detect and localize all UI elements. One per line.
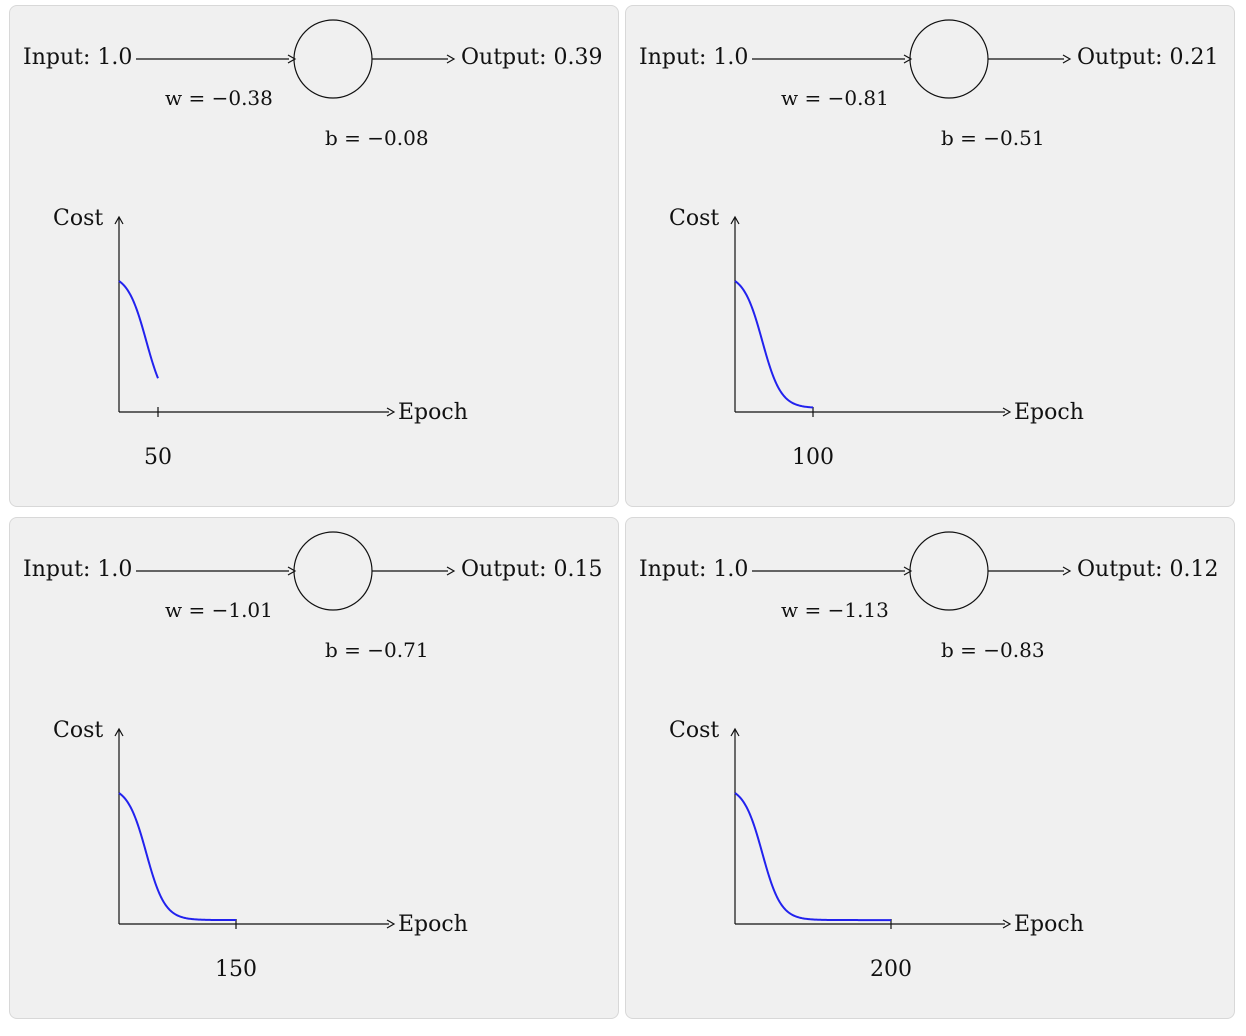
neuron-node: [293, 19, 373, 99]
x-axis-arrowhead: [386, 919, 396, 929]
neuron-diagram: Input: 1.0 Output: 0.12 w = −1.13 b = −0…: [639, 531, 1219, 982]
cost-axis-label: Cost: [669, 206, 719, 231]
neuron-diagram: Input: 1.0 Output: 0.15 w = −1.01 b = −0…: [23, 531, 603, 982]
x-tick-label: 50: [144, 445, 172, 470]
x-axis-arrowhead: [1002, 919, 1012, 929]
output-arrowhead: [446, 566, 456, 576]
x-axis-arrowhead: [1002, 407, 1012, 417]
neuron-diagram: Input: 1.0 Output: 0.39 w = −0.38 b = −0…: [23, 19, 603, 470]
input-arrowhead: [287, 566, 297, 576]
output-arrowhead: [1062, 54, 1072, 64]
output-label: Output: 0.15: [461, 557, 603, 582]
cost-axis-label: Cost: [669, 718, 719, 743]
cost-curve: [734, 280, 814, 409]
panel-epoch-200: Input: 1.0 Output: 0.12 w = −1.13 b = −0…: [625, 517, 1235, 1019]
bias-label: b = −0.51: [941, 126, 1045, 150]
bias-label: b = −0.83: [941, 638, 1045, 662]
panel-epoch-50: Input: 1.0 Output: 0.39 w = −0.38 b = −0…: [9, 5, 619, 507]
cost-curve: [118, 792, 236, 922]
cost-curve: [118, 280, 159, 379]
cost-axis-label: Cost: [53, 718, 103, 743]
cost-axis-label: Cost: [53, 206, 103, 231]
y-axis-arrowhead: [114, 727, 124, 737]
input-label: Input: 1.0: [23, 45, 132, 70]
weight-label: w = −0.38: [165, 86, 273, 110]
cost-curve: [734, 792, 891, 922]
bias-label: b = −0.08: [325, 126, 429, 150]
input-label: Input: 1.0: [23, 557, 132, 582]
input-arrowhead: [903, 566, 913, 576]
epoch-axis-label: Epoch: [1014, 912, 1084, 937]
neuron-node: [293, 531, 373, 611]
x-tick-label: 200: [870, 957, 912, 982]
weight-label: w = −0.81: [781, 86, 889, 110]
y-axis-arrowhead: [730, 727, 740, 737]
output-label: Output: 0.21: [1077, 45, 1219, 70]
epoch-axis-label: Epoch: [398, 400, 468, 425]
epoch-axis-label: Epoch: [1014, 400, 1084, 425]
panel-epoch-100: Input: 1.0 Output: 0.21 w = −0.81 b = −0…: [625, 5, 1235, 507]
weight-label: w = −1.13: [781, 598, 889, 622]
input-arrowhead: [287, 54, 297, 64]
neuron-node: [909, 531, 989, 611]
neuron-node: [909, 19, 989, 99]
neuron-diagram: Input: 1.0 Output: 0.21 w = −0.81 b = −0…: [639, 19, 1219, 470]
x-axis-arrowhead: [386, 407, 396, 417]
weight-label: w = −1.01: [165, 598, 273, 622]
input-arrowhead: [903, 54, 913, 64]
output-label: Output: 0.12: [1077, 557, 1219, 582]
panel-epoch-150: Input: 1.0 Output: 0.15 w = −1.01 b = −0…: [9, 517, 619, 1019]
y-axis-arrowhead: [730, 215, 740, 225]
y-axis-arrowhead: [114, 215, 124, 225]
x-tick-label: 100: [792, 445, 834, 470]
input-label: Input: 1.0: [639, 45, 748, 70]
output-label: Output: 0.39: [461, 45, 603, 70]
output-arrowhead: [446, 54, 456, 64]
output-arrowhead: [1062, 566, 1072, 576]
epoch-axis-label: Epoch: [398, 912, 468, 937]
x-tick-label: 150: [215, 957, 257, 982]
bias-label: b = −0.71: [325, 638, 429, 662]
input-label: Input: 1.0: [639, 557, 748, 582]
